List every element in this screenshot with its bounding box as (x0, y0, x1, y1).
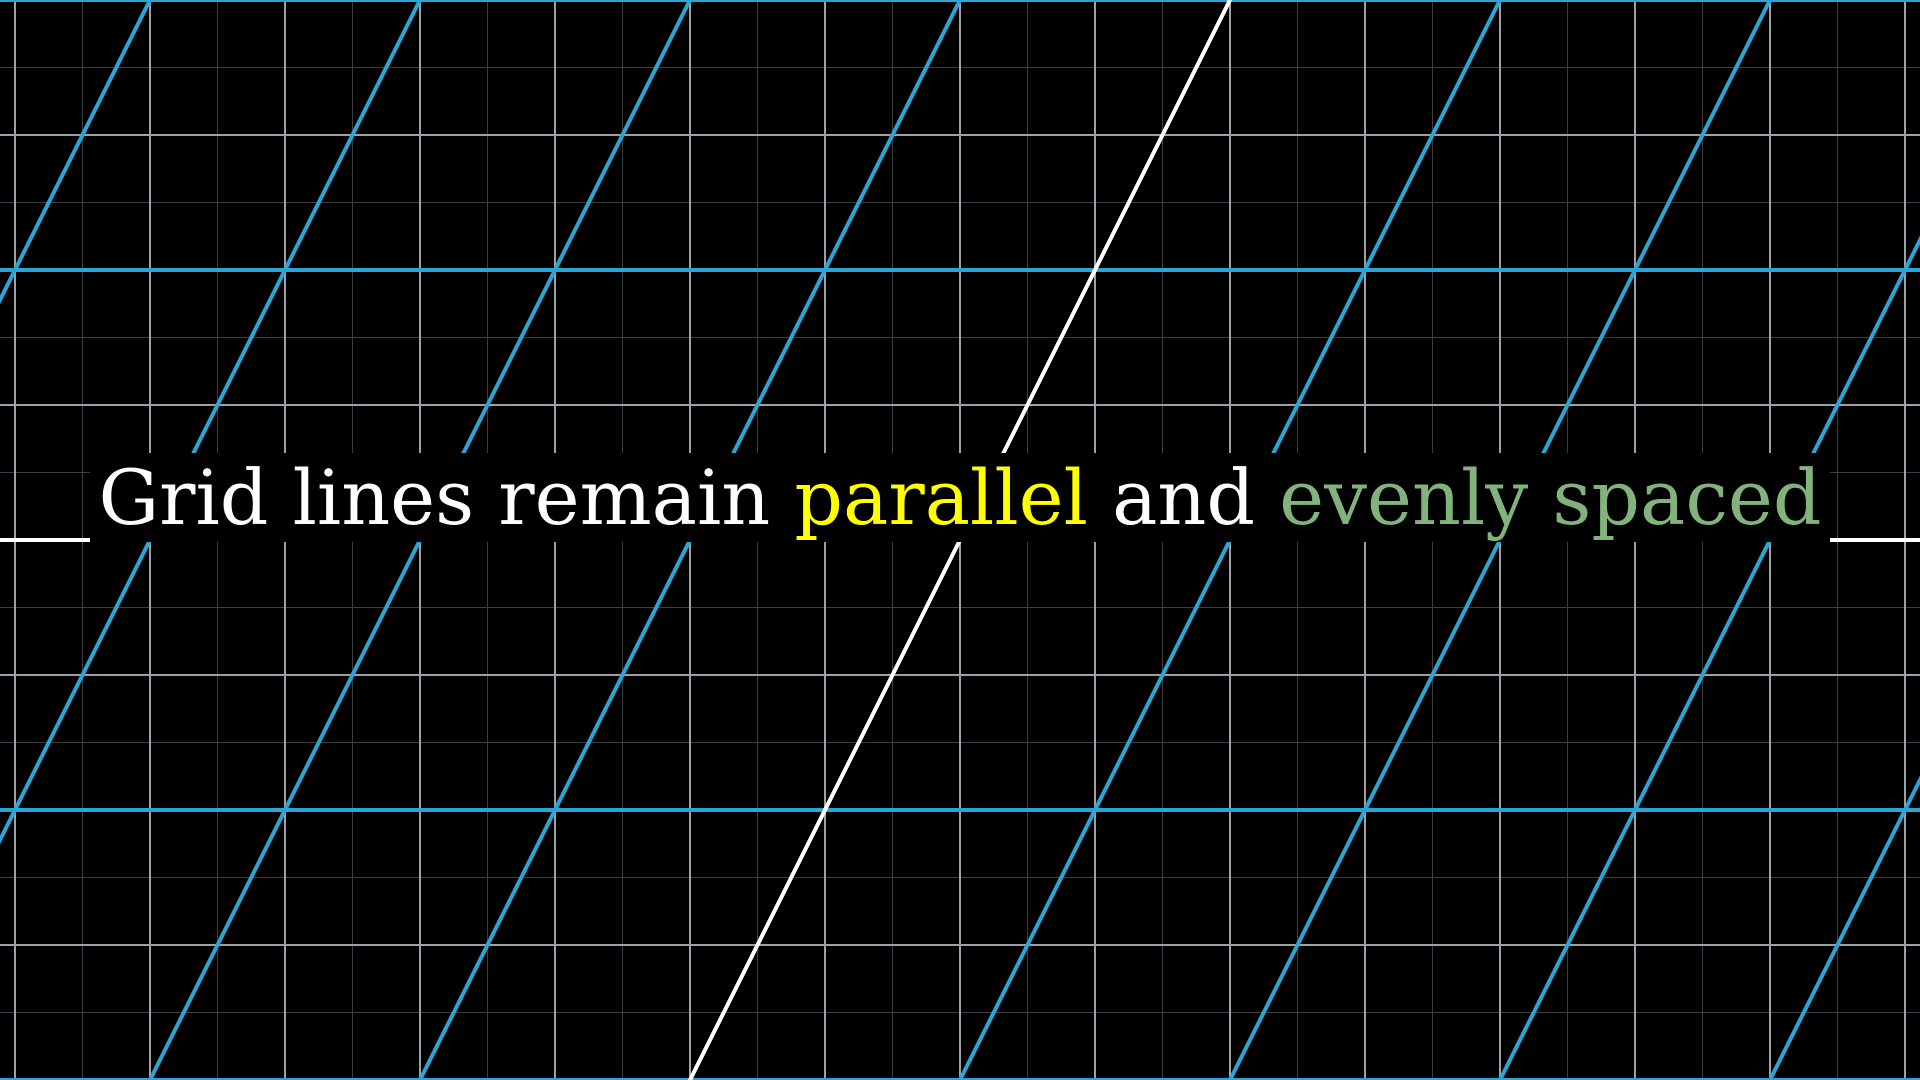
caption-text: Grid lines remain parallel and evenly sp… (90, 453, 1830, 542)
caption-part-and: and (1087, 453, 1280, 542)
caption-phrase-evenly-spaced: evenly spaced (1279, 453, 1822, 542)
caption: Grid lines remain parallel and evenly sp… (0, 448, 1920, 548)
caption-word-parallel: parallel (794, 453, 1088, 542)
caption-part-grid-lines-remain: Grid lines remain (98, 453, 795, 542)
